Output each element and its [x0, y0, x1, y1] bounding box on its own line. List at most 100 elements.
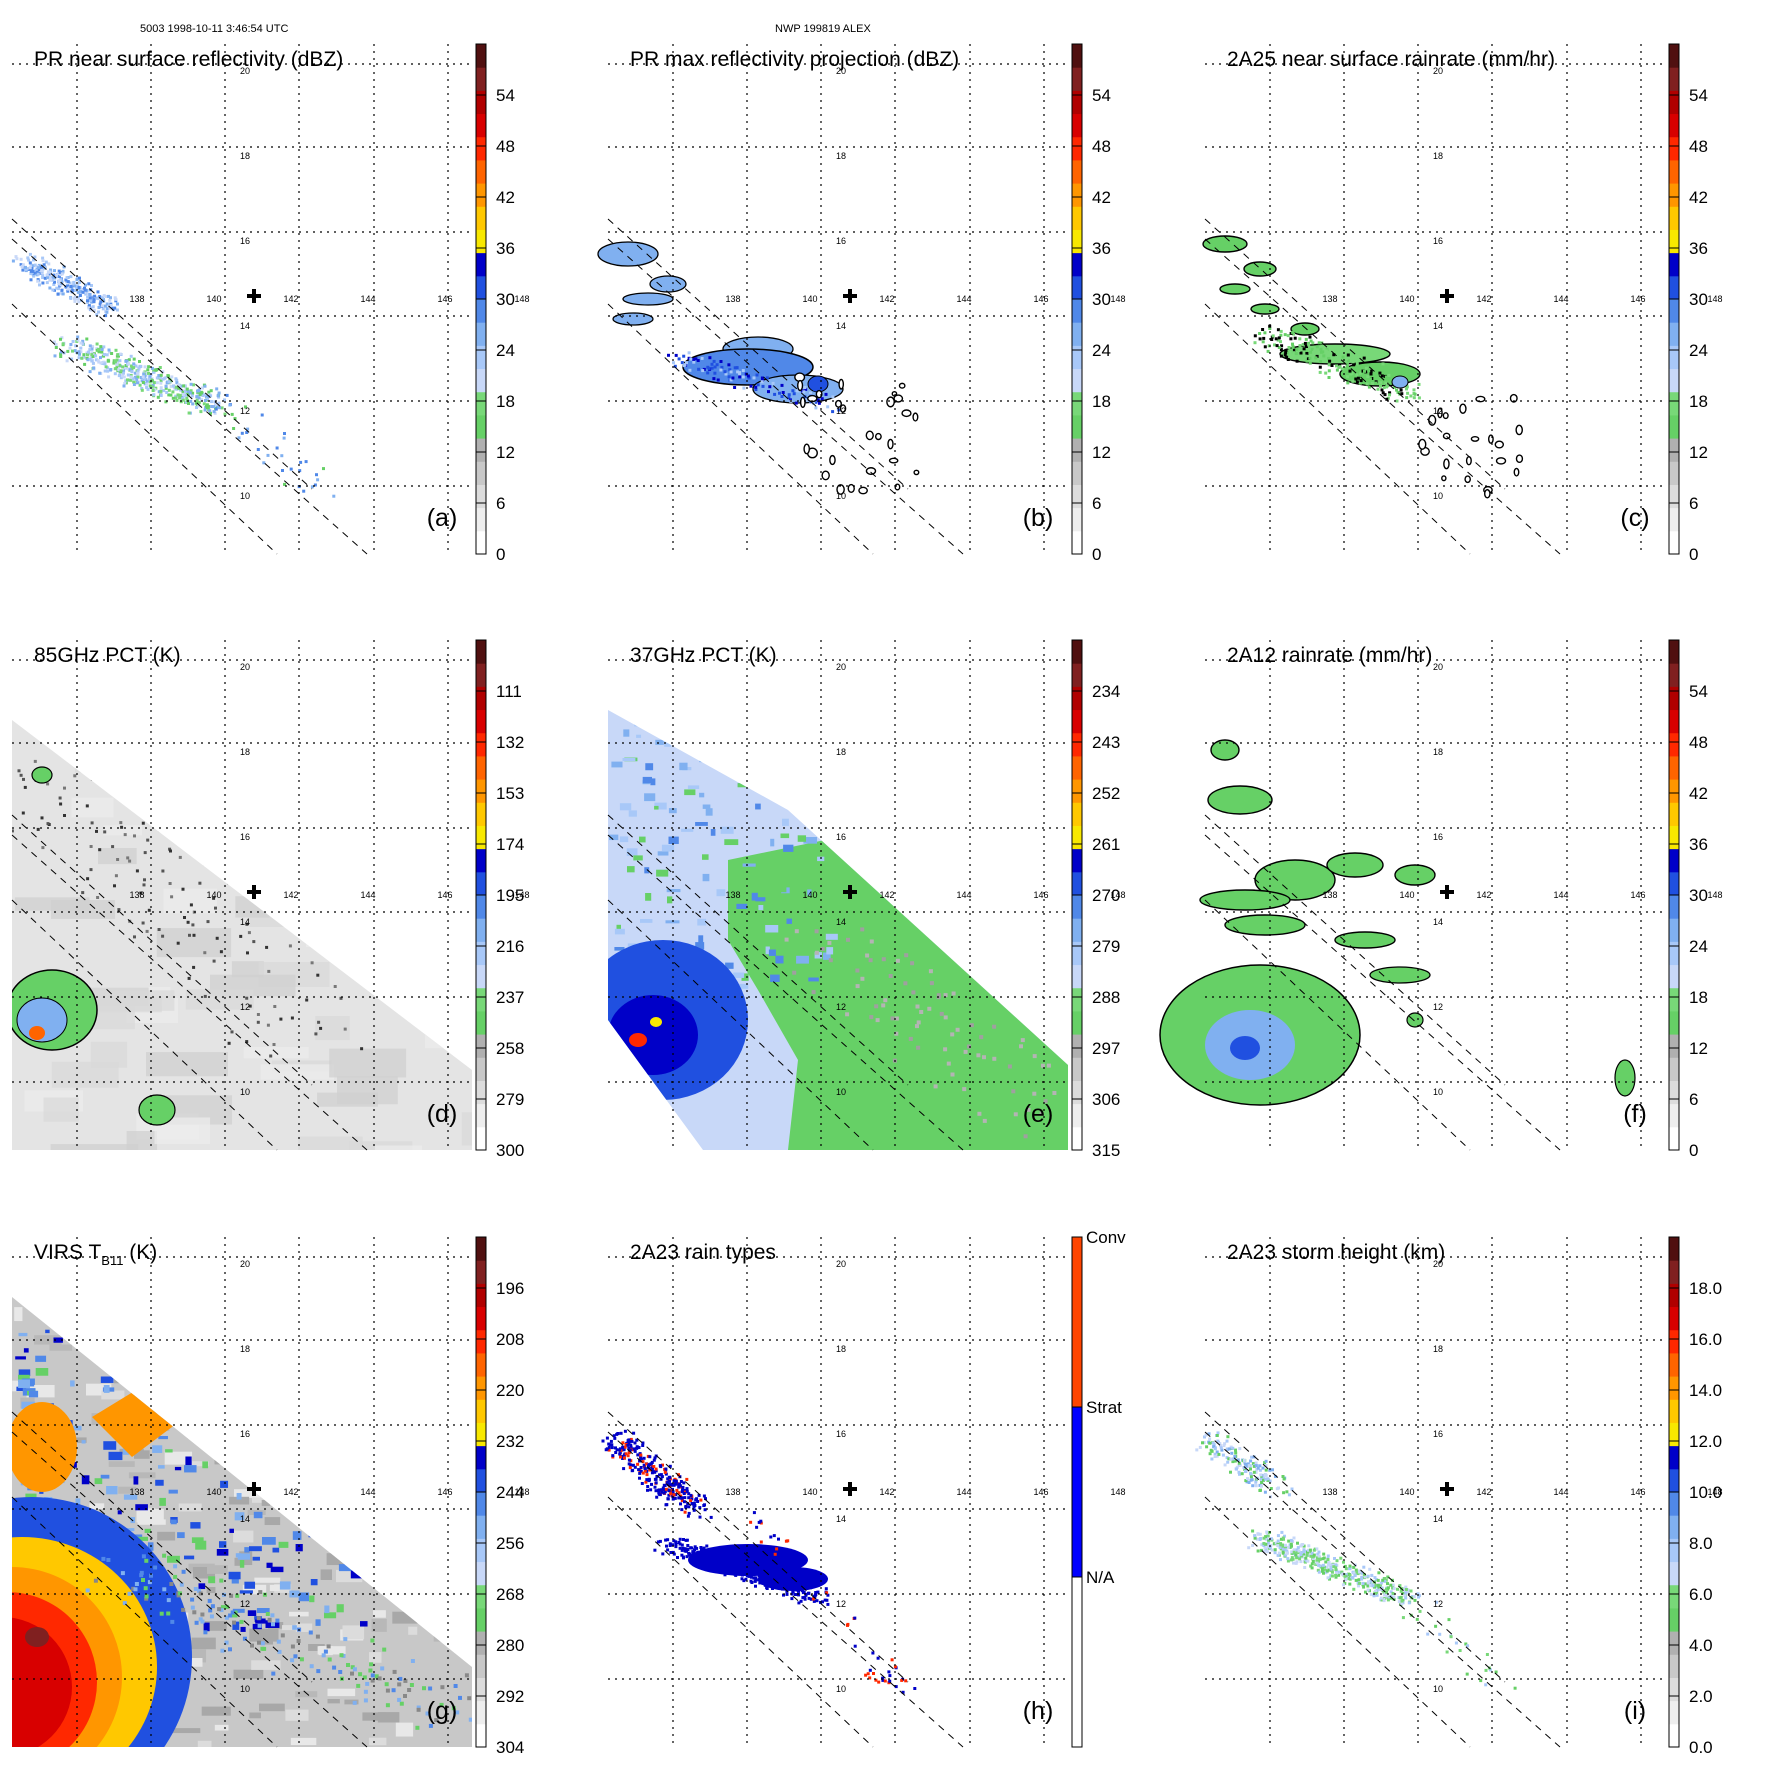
colorbar-tick-label: 237 — [496, 988, 524, 1007]
colorbar-tick-label: 48 — [1689, 733, 1708, 752]
panel-e-colorbar: 234 243 252 261 270 279 288 297 306 315 — [1071, 639, 1120, 1160]
panel-i-label: (i) — [1624, 1697, 1646, 1725]
panel-d-title: 85GHz PCT (K) — [34, 644, 181, 667]
colorbar-tick-label: 12 — [1689, 1039, 1708, 1058]
lat-tick-label: 18 — [836, 1344, 846, 1354]
colorbar-tick-label: 48 — [496, 137, 515, 156]
lon-tick-label: 144 — [1553, 294, 1568, 304]
colorbar-tick-label: 196 — [496, 1279, 524, 1298]
colorbar-tick-label: 48 — [1092, 137, 1111, 156]
lat-tick-label: 10 — [1433, 1087, 1443, 1097]
lat-tick-label: 10 — [240, 1684, 250, 1694]
lon-tick-label: 146 — [1033, 294, 1048, 304]
panel-e-title: 37GHz PCT (K) — [630, 644, 777, 667]
colorbar-tick-label: 4.0 — [1689, 1636, 1713, 1655]
lat-tick-label: 20 — [836, 1259, 846, 1269]
colorbar-tick-label: 18 — [1689, 392, 1708, 411]
lon-tick-label: 138 — [725, 294, 740, 304]
colorbar-tick-label: 208 — [496, 1330, 524, 1349]
lat-tick-label: 20 — [240, 66, 250, 76]
swath-edges — [11, 814, 368, 1151]
lat-tick-label: 14 — [1433, 321, 1443, 331]
panel-h-label: (h) — [1023, 1697, 1054, 1725]
lat-tick-label: 12 — [240, 1599, 250, 1609]
panel-g-label: (g) — [427, 1697, 458, 1725]
colorbar-tick-label: 14.0 — [1689, 1381, 1722, 1400]
panel-i-colorbar: 18.0 16.0 14.0 12.0 10.0 8.0 6.0 4.0 2.0 0.0 — [1668, 1236, 1722, 1757]
lon-tick-label: 148 — [1110, 1487, 1125, 1497]
lat-tick-label: 12 — [836, 1599, 846, 1609]
colorbar-tick-label: 258 — [496, 1039, 524, 1058]
colorbar-tick-label: 244 — [496, 1483, 524, 1502]
panel-e-field — [608, 710, 1068, 1150]
lon-tick-label: 144 — [360, 1487, 375, 1497]
panel-i-title: 2A23 storm height (km) — [1227, 1241, 1445, 1264]
colorbar-tick-label: 54 — [1689, 682, 1708, 701]
lat-tick-label: 18 — [836, 747, 846, 757]
lon-tick-label: 146 — [1033, 890, 1048, 900]
colorbar-tick-label: 153 — [496, 784, 524, 803]
lon-tick-label: 146 — [437, 890, 452, 900]
lat-tick-label: 12 — [836, 406, 846, 416]
colorbar-tick-label: 216 — [496, 937, 524, 956]
lon-tick-label: 140 — [206, 890, 221, 900]
lat-lon-grid — [12, 1237, 472, 1747]
colorbar-tick-label: 36 — [1689, 835, 1708, 854]
colorbar-tick-label: 6.0 — [1689, 1585, 1713, 1604]
colorbar-tick-label: 220 — [496, 1381, 524, 1400]
panel-f-title: 2A12 rainrate (mm/hr) — [1227, 644, 1432, 667]
lat-tick-label: 20 — [240, 662, 250, 672]
lat-tick-label: 18 — [240, 1344, 250, 1354]
panel-a-field — [11, 252, 336, 498]
panel-f-colorbar: 54 48 42 36 30 24 18 12 6 0 — [1668, 639, 1708, 1160]
panel-d-field — [12, 720, 472, 1150]
panel-a-title: PR near surface reflectivity (dBZ) — [34, 48, 343, 71]
lon-tick-label: 142 — [1476, 1487, 1491, 1497]
lat-tick-label: 16 — [240, 1429, 250, 1439]
plus-icon — [247, 289, 261, 303]
colorbar-tick-label: 18 — [496, 392, 515, 411]
lat-tick-label: 10 — [1433, 491, 1443, 501]
lat-tick-label: 18 — [836, 151, 846, 161]
lon-tick-label: 148 — [514, 890, 529, 900]
lon-tick-label: 144 — [360, 294, 375, 304]
panel-h-title: 2A23 rain types — [630, 1241, 776, 1264]
colorbar-tick-label: 18 — [1689, 988, 1708, 1007]
colorbar-tick-label: 279 — [496, 1090, 524, 1109]
swath-edges — [607, 218, 964, 555]
colorbar-tick-label: 24 — [1689, 341, 1708, 360]
lat-tick-label: 20 — [1433, 66, 1443, 76]
colorbar-tick-label: 288 — [1092, 988, 1120, 1007]
colorbar-tick-label: 6 — [1689, 1090, 1698, 1109]
panel-b-label: (b) — [1023, 504, 1054, 532]
colorbar-tick-label: 42 — [1689, 188, 1708, 207]
lon-tick-label: 144 — [1553, 890, 1568, 900]
lon-tick-label: 146 — [1630, 1487, 1645, 1497]
lat-tick-label: 16 — [836, 832, 846, 842]
lon-tick-label: 138 — [129, 294, 144, 304]
panel-e: 138 140 142 144 146 148 10 12 14 16 18 20 37GHz PCT … — [607, 639, 1126, 1160]
panel-d-colorbar: 111 132 153 174 195 216 237 258 279 300 — [475, 639, 524, 1160]
lat-lon-grid — [608, 44, 1068, 554]
colorbar-tick-label: 256 — [496, 1534, 524, 1553]
colorbar-tick-label: 8.0 — [1689, 1534, 1713, 1553]
lat-tick-label: 16 — [240, 236, 250, 246]
colorbar-tick-label: 111 — [496, 682, 522, 701]
lat-tick-label: 14 — [1433, 1514, 1443, 1524]
lon-tick-label: 148 — [1110, 294, 1125, 304]
colorbar-tick-label: 0 — [1689, 1141, 1698, 1160]
colorbar-tick-label: 30 — [496, 290, 515, 309]
lon-tick-label: 138 — [1322, 890, 1337, 900]
colorbar-tick-label: 18.0 — [1689, 1279, 1722, 1298]
panel-h: 138 140 142 144 146 148 10 12 14 16 18 20 2A23 rain … — [601, 1228, 1126, 1748]
lat-tick-label: 14 — [240, 917, 250, 927]
colorbar-tick-label: 234 — [1092, 682, 1120, 701]
lat-tick-label: 16 — [1433, 236, 1443, 246]
header-orbit-time: 5003 1998-10-11 3:46:54 UTC — [140, 23, 288, 35]
panel-c-colorbar: 54 48 42 36 30 24 18 12 6 0 — [1668, 43, 1708, 564]
colorbar-tick-label: 261 — [1092, 835, 1120, 854]
lat-lon-grid — [12, 640, 472, 1150]
lon-tick-label: 138 — [1322, 294, 1337, 304]
colorbar-tick-label: 2.0 — [1689, 1687, 1713, 1706]
